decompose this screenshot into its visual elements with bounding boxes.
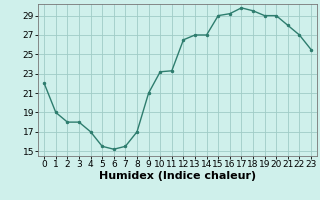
- X-axis label: Humidex (Indice chaleur): Humidex (Indice chaleur): [99, 171, 256, 181]
